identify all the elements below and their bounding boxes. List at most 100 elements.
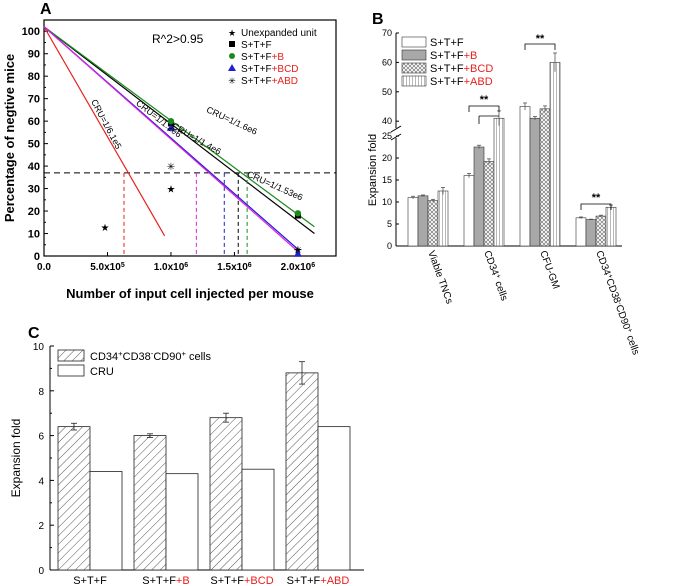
bar (133, 435, 167, 571)
y-tick-label: 25 (382, 131, 392, 141)
legend-swatch (401, 62, 427, 74)
bar (241, 468, 275, 571)
y-tick-label: 60 (28, 116, 40, 128)
y-tick-label: 10 (28, 229, 40, 241)
legend-entry: CD34+CD38-CD90+ cells (90, 349, 211, 364)
bar (427, 200, 439, 247)
y-tick-label: 90 (28, 49, 40, 61)
panel-c-legend: CD34+CD38-CD90+ cells CRU (57, 349, 211, 378)
bar (473, 146, 485, 247)
panel-a-markers: ★★★✳✳ (100, 117, 302, 257)
category-label: CD34+CD38-CD90+ cells (593, 249, 641, 356)
legend-marker: ★ (228, 28, 236, 38)
cru-label: CRU=1/1.4e6 (170, 121, 222, 157)
y-tick-label: 0 (38, 566, 44, 577)
bar (407, 197, 419, 247)
data-point-star: ★ (166, 185, 175, 196)
panel-a-label: A (40, 1, 52, 18)
fit-line (43, 26, 299, 252)
axis-break-mark (390, 125, 402, 133)
y-tick-label: 100 (22, 26, 40, 38)
x-tick-label: 1.0x106 (154, 262, 189, 274)
y-tick-label: 20 (382, 153, 392, 163)
data-point-triangle (293, 249, 302, 257)
significance-label: ** (592, 192, 601, 204)
axis-break-mark (390, 133, 402, 141)
legend-swatch (57, 349, 85, 362)
y-tick-label: 6 (38, 432, 44, 443)
x-tick-label: 5.0x105 (90, 262, 125, 274)
panel-a-y-axis-label: Percentage of negtive mice (2, 54, 17, 222)
legend-marker: ✳ (228, 76, 236, 86)
category-label: S+T+F (73, 575, 107, 586)
panel-b-label: B (372, 11, 384, 28)
bar (605, 206, 617, 247)
y-tick-label: 5 (387, 219, 392, 229)
bar (165, 473, 199, 571)
cru-label: CRU=1/1.2e6 (134, 98, 183, 140)
bar (285, 372, 319, 571)
data-point-triangle (166, 123, 175, 131)
fit-line (43, 26, 166, 237)
category-label: CD34+ cells (481, 249, 510, 302)
category-label: S+T+F+B (142, 575, 189, 586)
bar (417, 195, 429, 247)
legend-entry: S+T+F+B (241, 52, 284, 63)
bar (463, 175, 475, 247)
legend-swatch (401, 36, 427, 48)
legend-swatch (57, 364, 85, 377)
legend-entry: S+T+F+ABD (241, 76, 298, 87)
bar (575, 217, 587, 247)
x-tick-label: 0.0 (37, 262, 51, 273)
y-tick-label: 60 (382, 57, 392, 67)
data-point-circle (167, 117, 175, 125)
y-tick-label: 80 (28, 71, 40, 83)
panel-a-x-axis: 0.0 5.0x105 1.0x106 1.5x106 2.0x106 (37, 252, 315, 273)
panel-c-y-axis-label: Expansion fold (9, 419, 23, 498)
legend-swatch (401, 75, 427, 87)
y-tick-label: 15 (382, 175, 392, 185)
bar (209, 417, 243, 571)
cru-label: CRU=1/1.6e6 (205, 105, 259, 137)
panel-a: A 0 10 20 30 40 50 60 70 80 90 100 0.0 5.0x105 1.0x1… (2, 1, 337, 301)
y-tick-label: 40 (28, 161, 40, 173)
y-tick-label: 8 (38, 387, 44, 398)
panel-b-significance: ** ** ** (468, 33, 612, 210)
category-label: S+T+F+BCD (210, 575, 273, 586)
legend-entry: CRU (90, 366, 114, 378)
y-tick-label: 4 (38, 476, 44, 487)
panel-b-y-axis-label: Expansion fold (367, 134, 379, 206)
panel-a-plot-frame (43, 19, 337, 257)
y-tick-label: 10 (382, 197, 392, 207)
y-tick-label: 0 (34, 251, 40, 263)
panel-a-cru-labels: CRU=1/6.1e5 CRU=1/1.6e6CRU=1/1.4e6CRU=1/1… (89, 98, 304, 203)
bar (585, 219, 597, 247)
legend-entry: S+T+F+ABD (430, 76, 493, 88)
legend-entry: S+T+F+B (430, 50, 477, 62)
bar (539, 108, 551, 247)
x-tick-label: 2.0x106 (281, 262, 316, 274)
bar (529, 117, 541, 247)
significance-label: ** (480, 94, 489, 106)
panel-c-bars (57, 361, 351, 571)
y-tick-label: 20 (28, 206, 40, 218)
fit-line (43, 26, 315, 235)
bar (519, 106, 531, 247)
y-tick-label: 70 (28, 94, 40, 106)
panel-c: C 0 2 4 6 8 10 CD34+CD38-CD90+ cells CRU S+T+F… (9, 325, 364, 586)
bar (437, 190, 449, 247)
y-tick-label: 40 (382, 116, 392, 126)
legend-marker (228, 64, 236, 71)
y-tick-label: 2 (38, 521, 44, 532)
legend-swatch (401, 49, 427, 61)
panel-c-category-labels: S+T+F S+T+F+B S+T+F+BCD S+T+F+ABD (73, 575, 349, 586)
legend-entry: Unexpanded unit (241, 28, 317, 39)
bar (89, 471, 123, 571)
legend-marker (229, 41, 235, 47)
legend-entry: S+T+F (430, 37, 464, 49)
panel-a-y-axis: 0 10 20 30 40 50 60 70 80 90 100 (22, 19, 48, 263)
y-tick-label: 0 (387, 241, 392, 251)
